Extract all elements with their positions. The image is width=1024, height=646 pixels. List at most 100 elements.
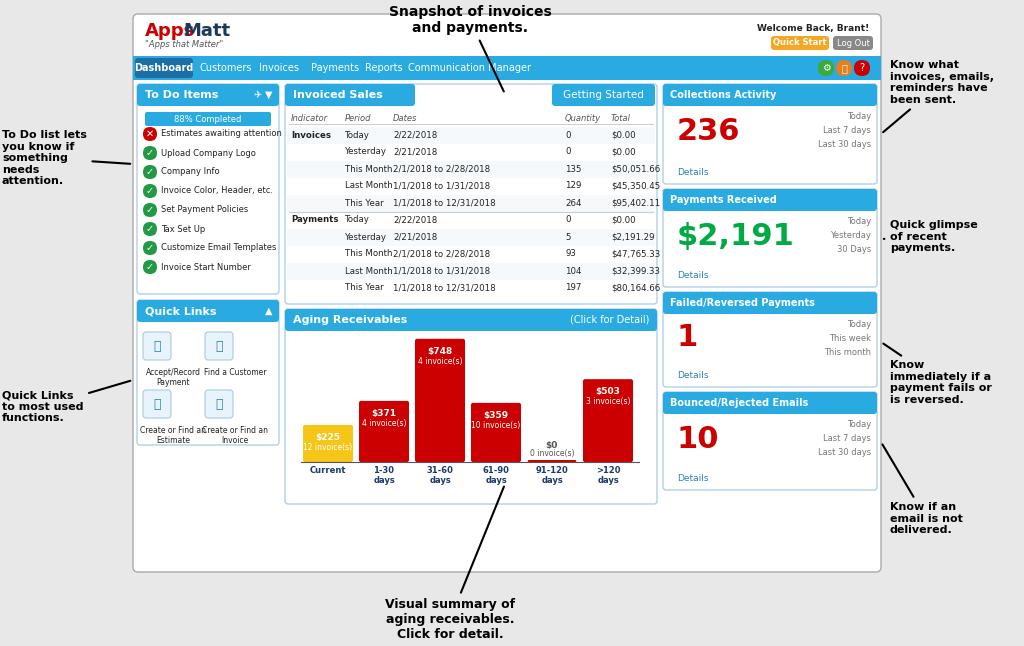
Text: This Year: This Year <box>345 284 384 293</box>
Text: $95,402.11: $95,402.11 <box>611 198 660 207</box>
Text: 0 invoice(s): 0 invoice(s) <box>529 449 574 458</box>
Bar <box>287 229 655 246</box>
Text: $80,164.66: $80,164.66 <box>611 284 660 293</box>
Text: Communication Manager: Communication Manager <box>408 63 531 73</box>
Text: 2/21/2018: 2/21/2018 <box>393 147 437 156</box>
Text: 0: 0 <box>565 147 570 156</box>
Text: Reports: Reports <box>365 63 402 73</box>
Text: 2/1/2018 to 2/28/2018: 2/1/2018 to 2/28/2018 <box>393 249 490 258</box>
FancyBboxPatch shape <box>137 84 279 294</box>
Text: Details: Details <box>677 271 709 280</box>
Text: Customers: Customers <box>199 63 252 73</box>
Text: 10: 10 <box>677 424 720 453</box>
Text: Today: Today <box>847 112 871 121</box>
Text: Invoices: Invoices <box>259 63 299 73</box>
Text: 2/22/2018: 2/22/2018 <box>393 130 437 140</box>
Text: $225: $225 <box>315 433 341 442</box>
Text: 31-60
days: 31-60 days <box>427 466 454 485</box>
Bar <box>287 212 655 229</box>
FancyBboxPatch shape <box>854 60 870 76</box>
FancyBboxPatch shape <box>285 309 657 331</box>
Text: Period: Period <box>345 114 372 123</box>
Text: 4 invoice(s): 4 invoice(s) <box>361 419 407 428</box>
Text: Yesterday: Yesterday <box>345 233 387 242</box>
FancyBboxPatch shape <box>143 241 157 255</box>
Text: Bounced/Rejected Emails: Bounced/Rejected Emails <box>670 398 808 408</box>
Text: Collections Activity: Collections Activity <box>670 90 776 100</box>
FancyBboxPatch shape <box>663 84 877 184</box>
Text: Invoiced Sales: Invoiced Sales <box>293 90 383 100</box>
Text: Last Month: Last Month <box>345 267 393 275</box>
Text: 1/1/2018 to 12/31/2018: 1/1/2018 to 12/31/2018 <box>393 284 496 293</box>
Text: $0: $0 <box>546 441 558 450</box>
Text: Last 7 days: Last 7 days <box>823 434 871 443</box>
Text: Log Out: Log Out <box>837 39 869 48</box>
Text: $359: $359 <box>483 411 509 420</box>
Bar <box>287 178 655 195</box>
Text: 61-90
days: 61-90 days <box>482 466 509 485</box>
Text: 104: 104 <box>565 267 582 275</box>
Text: To Do Items: To Do Items <box>145 90 218 100</box>
FancyBboxPatch shape <box>663 189 877 211</box>
Text: 91-120
days: 91-120 days <box>536 466 568 485</box>
Text: Last Month: Last Month <box>345 182 393 191</box>
Text: 👤: 👤 <box>215 340 223 353</box>
Text: ✓: ✓ <box>146 167 154 177</box>
FancyBboxPatch shape <box>303 425 353 462</box>
FancyBboxPatch shape <box>527 460 577 462</box>
FancyBboxPatch shape <box>771 36 829 50</box>
Text: 0: 0 <box>565 216 570 225</box>
Text: $0.00: $0.00 <box>611 147 636 156</box>
Text: 135: 135 <box>565 165 582 174</box>
Text: $47,765.33: $47,765.33 <box>611 249 660 258</box>
Text: $2,191: $2,191 <box>677 222 795 251</box>
Text: Welcome Back, Brant!: Welcome Back, Brant! <box>757 24 869 33</box>
Text: Details: Details <box>677 168 709 177</box>
Bar <box>287 195 655 212</box>
Text: 2/1/2018 to 2/28/2018: 2/1/2018 to 2/28/2018 <box>393 165 490 174</box>
Text: Invoice Start Number: Invoice Start Number <box>161 262 251 271</box>
Text: Today: Today <box>847 420 871 429</box>
Text: 1: 1 <box>677 323 698 352</box>
FancyBboxPatch shape <box>663 292 877 314</box>
Text: This month: This month <box>824 348 871 357</box>
Text: Today: Today <box>847 217 871 226</box>
FancyBboxPatch shape <box>143 146 157 160</box>
Text: Indicator: Indicator <box>291 114 328 123</box>
Text: Last 30 days: Last 30 days <box>818 448 871 457</box>
Text: Failed/Reversed Payments: Failed/Reversed Payments <box>670 298 815 308</box>
Text: 👤: 👤 <box>841 63 847 73</box>
FancyBboxPatch shape <box>135 58 193 78</box>
Text: Last 30 days: Last 30 days <box>818 140 871 149</box>
Text: Today: Today <box>847 320 871 329</box>
Text: Estimates awaiting attention: Estimates awaiting attention <box>161 129 282 138</box>
FancyBboxPatch shape <box>143 222 157 236</box>
FancyBboxPatch shape <box>663 84 877 106</box>
Text: To Do list lets
you know if
something
needs
attention.: To Do list lets you know if something ne… <box>2 130 130 187</box>
Bar <box>287 263 655 280</box>
FancyBboxPatch shape <box>285 84 657 304</box>
FancyBboxPatch shape <box>143 260 157 274</box>
FancyBboxPatch shape <box>818 60 834 76</box>
Text: 📄: 📄 <box>154 397 161 410</box>
FancyBboxPatch shape <box>471 403 521 462</box>
Text: This Month: This Month <box>345 249 392 258</box>
FancyBboxPatch shape <box>143 203 157 217</box>
Text: ▼: ▼ <box>265 90 272 100</box>
FancyBboxPatch shape <box>137 84 279 106</box>
Bar <box>287 127 655 144</box>
Text: 1-30
days: 1-30 days <box>373 466 395 485</box>
Text: Create or Find an
Estimate: Create or Find an Estimate <box>140 426 206 445</box>
Text: 💳: 💳 <box>154 340 161 353</box>
FancyBboxPatch shape <box>143 332 171 360</box>
Text: Matt: Matt <box>183 22 230 40</box>
Text: Getting Started: Getting Started <box>562 90 643 100</box>
Text: 264: 264 <box>565 198 582 207</box>
Text: 📋: 📋 <box>215 397 223 410</box>
FancyBboxPatch shape <box>583 379 633 462</box>
Text: Know what
invoices, emails,
reminders have
been sent.: Know what invoices, emails, reminders ha… <box>883 60 994 132</box>
Text: 12 invoice(s): 12 invoice(s) <box>303 443 352 452</box>
Bar <box>133 56 881 80</box>
Text: ▲: ▲ <box>265 306 272 316</box>
FancyBboxPatch shape <box>137 300 279 322</box>
